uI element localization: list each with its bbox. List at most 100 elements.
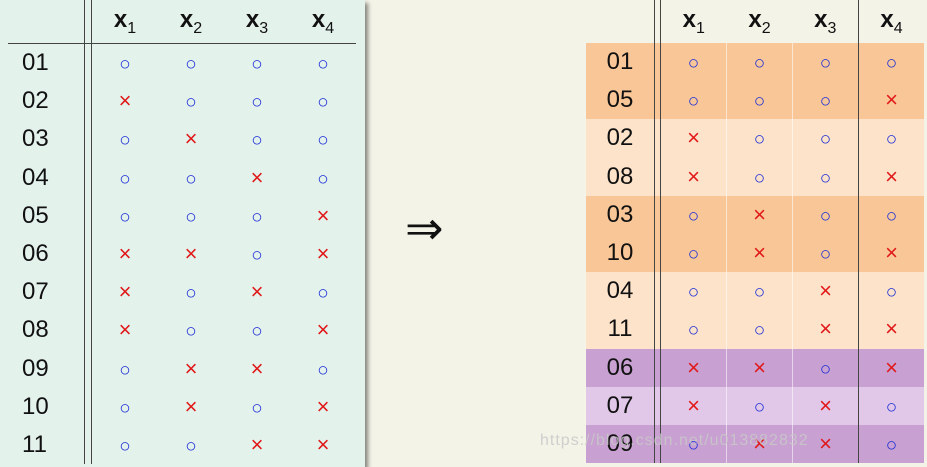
right-row: 04 ○ ○ × ○ — [586, 272, 924, 311]
circle-mark-icon: ○ — [119, 359, 131, 381]
circle-mark-icon: ○ — [726, 157, 793, 196]
left-row-id: 06 — [22, 240, 49, 268]
left-row-divider — [84, 120, 92, 159]
left-header-x2: x2 — [158, 0, 224, 44]
left-panel: x1 x2 x3 x4 01 ○ ○ ○ ○ 02 × ○ ○ ○ 03 ○ × ○ ○ 04 ○ ○ × ○ 05 ○ ○… — [0, 0, 365, 467]
left-header-x4: x4 — [290, 0, 356, 44]
cross-mark-icon: × — [858, 310, 924, 349]
left-row-id: 04 — [22, 163, 49, 191]
circle-mark-icon: ○ — [792, 43, 859, 82]
circle-mark-icon: ○ — [119, 206, 131, 228]
cross-mark-icon: × — [792, 272, 859, 311]
cross-mark-icon: × — [316, 241, 330, 267]
circle-mark-icon: ○ — [858, 195, 924, 234]
cross-mark-icon: × — [118, 279, 132, 305]
circle-mark-icon: ○ — [726, 119, 793, 158]
circle-mark-icon: ○ — [185, 435, 197, 457]
circle-mark-icon: ○ — [726, 43, 793, 82]
left-row: 07 × ○ × ○ — [8, 273, 356, 312]
circle-mark-icon: ○ — [858, 424, 924, 464]
implies-arrow: ⇒ — [405, 202, 444, 254]
circle-mark-icon: ○ — [726, 272, 793, 311]
circle-mark-icon: ○ — [660, 43, 727, 82]
circle-mark-icon: ○ — [317, 54, 329, 76]
cross-mark-icon: × — [250, 279, 264, 305]
cross-mark-icon: × — [184, 355, 198, 381]
cross-mark-icon: × — [726, 233, 793, 273]
right-header-x1: x1 — [660, 0, 727, 43]
left-header-divider — [84, 0, 92, 44]
left-row-divider — [84, 234, 92, 274]
circle-mark-icon: ○ — [119, 435, 131, 457]
cross-mark-icon: × — [250, 355, 264, 381]
circle-mark-icon: ○ — [185, 168, 197, 190]
cross-mark-icon: × — [792, 310, 859, 349]
left-header-x1: x1 — [91, 0, 158, 44]
cross-mark-icon: × — [316, 202, 330, 228]
right-row: 01 ○ ○ ○ ○ — [586, 43, 924, 82]
cross-mark-icon: × — [250, 431, 264, 457]
right-row-id: 09 — [606, 429, 634, 457]
cross-mark-icon: × — [858, 233, 924, 273]
cross-mark-icon: × — [184, 241, 198, 267]
left-row-id: 09 — [22, 354, 49, 382]
left-row-id: 05 — [22, 201, 49, 229]
right-row: 05 ○ ○ ○ × — [586, 81, 924, 120]
left-row-divider — [84, 196, 92, 235]
circle-mark-icon: ○ — [251, 130, 263, 152]
circle-mark-icon: ○ — [726, 310, 793, 349]
left-row-id: 08 — [22, 316, 49, 344]
left-row: 03 ○ × ○ ○ — [8, 120, 356, 159]
circle-mark-icon: ○ — [251, 54, 263, 76]
cross-mark-icon: × — [316, 393, 330, 419]
right-row-id: 07 — [606, 391, 634, 419]
circle-mark-icon: ○ — [792, 81, 859, 120]
circle-mark-icon: ○ — [792, 157, 859, 196]
right-row-id: 11 — [607, 315, 633, 343]
circle-mark-icon: ○ — [660, 81, 727, 120]
cross-mark-icon: × — [660, 348, 727, 387]
left-row-id: 10 — [22, 392, 49, 420]
circle-mark-icon: ○ — [858, 272, 924, 311]
right-row-id: 01 — [606, 48, 634, 76]
circle-mark-icon: ○ — [185, 92, 197, 114]
right-row: 06 × × ○ × — [586, 348, 924, 387]
circle-mark-icon: ○ — [726, 386, 793, 425]
original-table: x1 x2 x3 x4 01 ○ ○ ○ ○ 02 × ○ ○ ○ 03 ○ × ○ ○ 04 ○ ○ × ○ 05 ○ ○… — [8, 0, 356, 465]
left-header-row: x1 x2 x3 x4 — [8, 0, 356, 44]
right-header-divider — [654, 0, 661, 43]
circle-mark-icon: ○ — [185, 283, 197, 305]
circle-mark-icon: ○ — [660, 310, 727, 349]
cross-mark-icon: × — [250, 164, 264, 190]
left-row-divider — [84, 158, 92, 197]
circle-mark-icon: ○ — [792, 233, 859, 273]
right-row: 08 × ○ ○ × — [586, 157, 924, 196]
left-row: 06 × × ○ × — [8, 234, 356, 274]
right-header-row: x1 x2 x3 x4 — [586, 0, 924, 43]
circle-mark-icon: ○ — [251, 92, 263, 114]
right-row-id: 05 — [606, 86, 634, 114]
circle-mark-icon: ○ — [660, 272, 727, 311]
circle-mark-icon: ○ — [251, 321, 263, 343]
cross-mark-icon: × — [858, 81, 924, 120]
cross-mark-icon: × — [726, 348, 793, 387]
right-row: 10 ○ × ○ × — [586, 233, 924, 273]
left-row: 04 ○ ○ × ○ — [8, 158, 356, 197]
circle-mark-icon: ○ — [858, 386, 924, 425]
left-row-id: 01 — [22, 49, 49, 77]
circle-mark-icon: ○ — [660, 195, 727, 234]
right-table-body: 01 ○ ○ ○ ○ 05 ○ ○ ○ × 02 × ○ ○ ○ 08 × ○ ○ × 03 ○ × ○ ○ 10 ○ × ○ × 04 ○ ○… — [586, 43, 924, 464]
sorted-table: x1 x2 x3 x4 01 ○ ○ ○ ○ 05 ○ ○ ○ × 02 × ○ ○ ○ 08 × ○ ○ × 03 ○ ×… — [586, 0, 924, 464]
left-row-divider — [84, 43, 92, 83]
left-row-divider — [84, 311, 92, 350]
circle-mark-icon: ○ — [251, 206, 263, 228]
right-row-id: 08 — [606, 162, 634, 190]
circle-mark-icon: ○ — [660, 233, 727, 273]
cross-mark-icon: × — [792, 424, 859, 464]
right-row: 03 ○ × ○ ○ — [586, 195, 924, 234]
cross-mark-icon: × — [858, 157, 924, 196]
circle-mark-icon: ○ — [119, 397, 131, 419]
cross-mark-icon: × — [184, 126, 198, 152]
left-row: 01 ○ ○ ○ ○ — [8, 43, 356, 83]
right-row-id: 10 — [606, 239, 634, 267]
